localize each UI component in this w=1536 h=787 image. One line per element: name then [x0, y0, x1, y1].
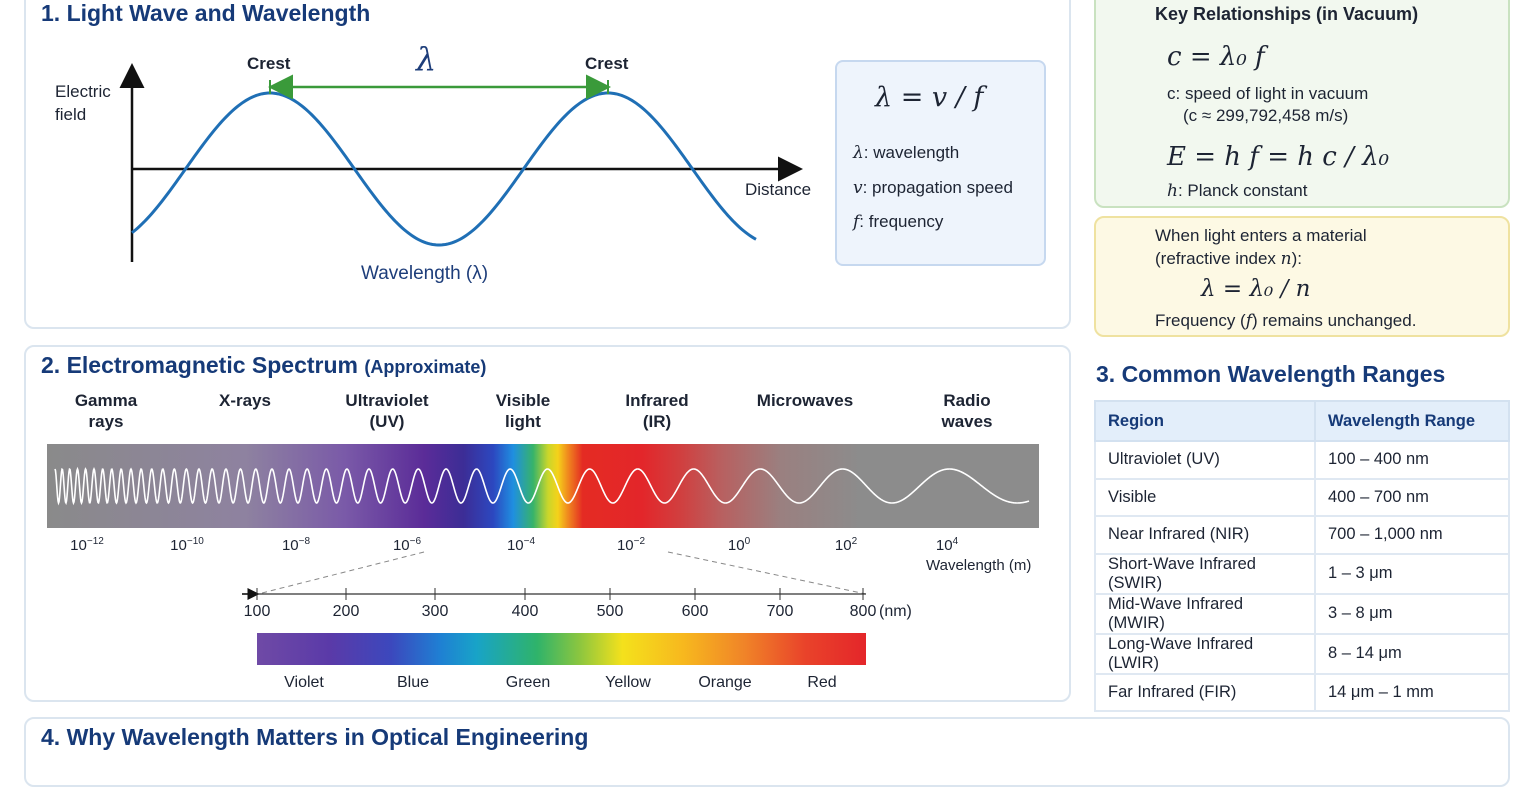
x-axis-label: Distance — [745, 180, 812, 199]
material-note-box: When light enters a material (refractive… — [1094, 216, 1510, 337]
region-cell: Mid-Wave Infrared (MWIR) — [1094, 592, 1316, 635]
y-axis-label-line2: field — [55, 105, 87, 124]
region-gamma: Gamma rays — [74, 391, 138, 431]
def-frequency: f: frequency — [853, 212, 944, 232]
material-line1: When light enters a material — [1155, 226, 1367, 245]
wavelength-formula-box: λ = v / f λ: wavelength v: propagation s… — [835, 60, 1046, 266]
range-cell: 3 – 8 μm — [1314, 592, 1510, 635]
color-yellow: Yellow — [605, 674, 651, 691]
table-row: Near Infrared (NIR) 700 – 1,000 nm — [1094, 515, 1510, 555]
region-cell: Long-Wave Infrared (LWIR) — [1094, 632, 1316, 675]
region-xrays: X-rays — [219, 391, 271, 410]
tick-1e-2: 10−2 — [616, 536, 646, 554]
y-axis-label-line1: Electric — [55, 82, 111, 101]
region-cell: Short-Wave Infrared (SWIR) — [1094, 552, 1316, 595]
table-row: Far Infrared (FIR) 14 μm – 1 mm — [1094, 672, 1510, 712]
table-row: Ultraviolet (UV) 100 – 400 nm — [1094, 440, 1510, 480]
color-blue: Blue — [396, 674, 430, 691]
region-visible: Visible light — [495, 391, 551, 431]
tick-1e-8: 10−8 — [281, 536, 311, 554]
nm-tick-600: 600 — [681, 603, 709, 620]
color-green: Green — [505, 674, 551, 691]
region-microwaves: Microwaves — [756, 391, 854, 410]
spectrum-axis-label: Wavelength (m) — [926, 557, 1032, 574]
section2-title: 2. Electromagnetic Spectrum (Approximate… — [41, 352, 487, 378]
spectrum-wave — [54, 466, 1030, 506]
range-cell: 400 – 700 nm — [1314, 477, 1510, 517]
tick-1e-12: 10−12 — [70, 536, 104, 554]
table-row: Visible 400 – 700 nm — [1094, 477, 1510, 517]
nm-tick-200: 200 — [332, 603, 360, 620]
range-cell: 700 – 1,000 nm — [1314, 515, 1510, 555]
y-axis-label: Electric field — [55, 80, 111, 126]
wave-diagram — [119, 63, 803, 262]
nm-unit-label: (nm) — [879, 603, 912, 620]
wavelength-ranges-table: Region Wavelength Range Ultraviolet (UV)… — [1094, 400, 1510, 712]
speed-desc-line2: (c ≈ 299,792,458 m/s) — [1183, 106, 1349, 125]
speed-desc-line1: c: speed of light in vacuum — [1167, 84, 1369, 103]
def-speed: v: propagation speed — [853, 177, 1013, 198]
table-row: Mid-Wave Infrared (MWIR) 3 – 8 μm — [1094, 592, 1510, 635]
nm-tick-500: 500 — [596, 603, 624, 620]
range-cell: 100 – 400 nm — [1314, 440, 1510, 480]
table-row: Short-Wave Infrared (SWIR) 1 – 3 μm — [1094, 552, 1510, 595]
crest-right-label: Crest — [585, 54, 629, 73]
visible-zoom-lines — [242, 551, 867, 600]
table-row: Long-Wave Infrared (LWIR) 8 – 14 μm — [1094, 632, 1510, 675]
tick-1e4: 104 — [935, 536, 959, 554]
nm-tick-100: 100 — [243, 603, 271, 620]
wavelength-formula: λ = v / f — [875, 82, 984, 113]
range-cell: 8 – 14 μm — [1314, 632, 1510, 675]
region-cell: Visible — [1094, 477, 1316, 517]
nm-tick-300: 300 — [421, 603, 449, 620]
col-header-range: Wavelength Range — [1314, 400, 1510, 442]
planck-desc: h: Planck constant — [1167, 181, 1308, 201]
col-header-region: Region — [1094, 400, 1316, 442]
tick-1e-4: 10−4 — [506, 536, 536, 554]
region-radio: Radio waves — [941, 391, 993, 431]
nm-tick-800: 800 — [849, 603, 877, 620]
nm-tick-400: 400 — [511, 603, 539, 620]
color-red: Red — [807, 674, 837, 691]
formula-definitions: λ: wavelength v: propagation speed f: fr… — [853, 136, 1013, 240]
material-line2: (refractive index n): — [1155, 249, 1303, 269]
region-uv: Ultraviolet (UV) — [345, 391, 429, 431]
tick-1e-6: 10−6 — [392, 536, 422, 554]
material-line3: Frequency (f) remains unchanged. — [1155, 311, 1417, 331]
region-cell: Near Infrared (NIR) — [1094, 515, 1316, 555]
tick-1e0: 100 — [727, 536, 751, 554]
section4-title: 4. Why Wavelength Matters in Optical Eng… — [41, 724, 589, 750]
spectrum-band — [47, 444, 1039, 528]
key-relationships-title: Key Relationships (in Vacuum) — [1155, 4, 1419, 24]
def-wavelength: λ: wavelength — [853, 143, 960, 163]
section3-title: 3. Common Wavelength Ranges — [1096, 361, 1446, 387]
visible-color-band — [257, 633, 866, 665]
nm-tick-700: 700 — [766, 603, 794, 620]
crest-left-label: Crest — [247, 54, 291, 73]
key-relationships-box: Key Relationships (in Vacuum) c = λ₀ f c… — [1094, 0, 1510, 208]
lambda-symbol: λ — [416, 40, 437, 78]
region-infrared: Infrared (IR) — [625, 391, 689, 431]
material-formula: λ = λ₀ / n — [1201, 276, 1311, 302]
photon-energy-formula: E = h f = h c / λ₀ — [1167, 142, 1390, 172]
color-violet: Violet — [284, 674, 324, 691]
speed-of-light-formula: c = λ₀ f — [1167, 42, 1265, 72]
color-orange: Orange — [698, 674, 752, 691]
sine-wave — [131, 91, 757, 247]
section2-subtitle: (Approximate) — [364, 357, 487, 377]
tick-1e2: 102 — [834, 536, 858, 554]
region-cell: Ultraviolet (UV) — [1094, 440, 1316, 480]
range-cell: 1 – 3 μm — [1314, 552, 1510, 595]
wavelength-label: Wavelength (λ) — [361, 263, 489, 284]
section1-title: 1. Light Wave and Wavelength — [41, 0, 371, 26]
region-cell: Far Infrared (FIR) — [1094, 672, 1316, 712]
tick-1e-10: 10−10 — [170, 536, 204, 554]
range-cell: 14 μm – 1 mm — [1314, 672, 1510, 712]
table-header-row: Region Wavelength Range — [1094, 400, 1510, 442]
